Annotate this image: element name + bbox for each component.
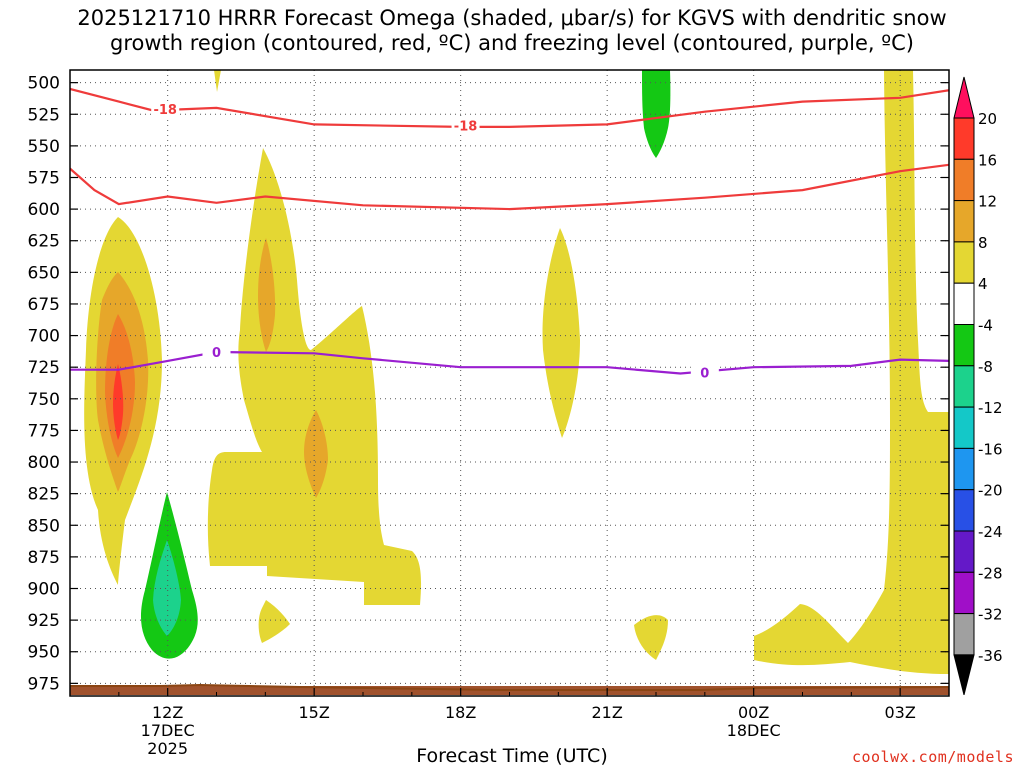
x-tick-label: 21Z bbox=[592, 703, 623, 722]
y-tick-label: 975 bbox=[28, 674, 60, 694]
y-tick-label: 650 bbox=[28, 263, 60, 283]
ground-edge bbox=[70, 683, 950, 691]
x-tick-label: 18Z bbox=[445, 703, 476, 722]
isotherm-minus-12 bbox=[70, 163, 949, 211]
gridlines bbox=[70, 70, 949, 696]
colorbar-label: 12 bbox=[978, 193, 997, 211]
contour-label-bg bbox=[151, 101, 180, 118]
colorbar-bin bbox=[953, 117, 975, 160]
y-axis: 500 525 550 575 600 625 650 675 700 725 750 775 800 8… bbox=[28, 74, 949, 694]
contour-label: -18 bbox=[153, 103, 177, 118]
x-tick-label: 15Z bbox=[299, 703, 330, 722]
y-tick-label: 700 bbox=[28, 327, 60, 347]
colorbar-label: -28 bbox=[978, 564, 1003, 582]
shade-ascent-west-16 bbox=[113, 364, 124, 440]
y-tick-label: 875 bbox=[28, 548, 60, 568]
contour-label-bg bbox=[451, 117, 480, 134]
chart-title-line-1: 2025121710 HRRR Forecast Omega (shaded, … bbox=[77, 6, 947, 30]
shade-descent-12z-8 bbox=[153, 540, 181, 636]
y-tick-label: 500 bbox=[28, 74, 60, 94]
shade-descent-22z bbox=[642, 70, 671, 158]
shade-ascent-14z-8 bbox=[258, 238, 276, 352]
colorbar-label: -4 bbox=[978, 317, 993, 335]
y-tick-label: 825 bbox=[28, 485, 60, 505]
colorbar-label: -20 bbox=[978, 482, 1003, 500]
plot-frame bbox=[69, 69, 950, 697]
colorbar-label: -32 bbox=[978, 606, 1003, 624]
contour-label-bg bbox=[202, 344, 231, 361]
isotherm-labels: -18 -18 0 0 bbox=[151, 101, 719, 381]
y-tick-label: 725 bbox=[28, 358, 60, 378]
colorbar-label: 16 bbox=[978, 151, 997, 169]
colorbar-bin bbox=[953, 530, 975, 573]
shade-ascent-00z bbox=[754, 70, 949, 674]
colorbar-bin bbox=[953, 365, 975, 408]
x-tick-year: 2025 bbox=[147, 739, 188, 758]
isotherm-contours bbox=[70, 87, 949, 375]
shade-ascent-14z bbox=[207, 148, 422, 605]
y-tick-label: 750 bbox=[28, 390, 60, 410]
x-tick-label: 12Z bbox=[152, 703, 183, 722]
y-tick-label: 600 bbox=[28, 200, 60, 220]
y-tick-label: 950 bbox=[28, 643, 60, 663]
x-tick-date: 17DEC bbox=[141, 721, 195, 740]
colorbar-bin bbox=[953, 282, 975, 326]
shade-ascent-15z-8 bbox=[304, 410, 328, 498]
shade-ascent-20z bbox=[542, 228, 580, 438]
y-tick-label: 575 bbox=[28, 168, 60, 188]
x-tick-label: 03Z bbox=[885, 703, 916, 722]
isotherm-minus-18 bbox=[70, 87, 949, 128]
x-tick-date: 18DEC bbox=[727, 721, 781, 740]
colorbar-label: -12 bbox=[978, 399, 1003, 417]
x-tick-label: 00Z bbox=[738, 703, 769, 722]
shade-ascent-upper-13z bbox=[214, 70, 221, 92]
colorbar-bin bbox=[953, 241, 975, 284]
colorbar-bin bbox=[953, 613, 975, 656]
colorbar-label: 8 bbox=[978, 234, 988, 252]
colorbar-label: 20 bbox=[978, 110, 997, 128]
colorbar-bin bbox=[953, 489, 975, 532]
colorbar-label: -16 bbox=[978, 440, 1003, 458]
contour-label: 0 bbox=[700, 366, 709, 381]
colorbar-bottom-arrow bbox=[953, 654, 975, 696]
chart-title: 2025121710 HRRR Forecast Omega (shaded, … bbox=[0, 6, 1024, 56]
y-tick-label: 550 bbox=[28, 137, 60, 157]
shade-ascent-22z-small bbox=[634, 615, 668, 660]
y-tick-label: 675 bbox=[28, 295, 60, 315]
contour-label: 0 bbox=[212, 346, 221, 361]
x-axis-title: Forecast Time (UTC) bbox=[416, 745, 608, 767]
y-tick-label: 525 bbox=[28, 105, 60, 125]
colorbar-bin bbox=[953, 447, 975, 491]
colorbar-label: 4 bbox=[978, 275, 988, 293]
y-tick-label: 775 bbox=[28, 421, 60, 441]
colorbar-bin bbox=[953, 406, 975, 449]
colorbar-top-arrow bbox=[953, 76, 975, 119]
y-tick-label: 925 bbox=[28, 611, 60, 631]
chart-title-line-2: growth region (contoured, red, ºC) and f… bbox=[110, 31, 914, 55]
colorbar-bin bbox=[953, 324, 975, 367]
omega-shading bbox=[84, 70, 949, 674]
y-tick-label: 900 bbox=[28, 580, 60, 600]
y-tick-label: 625 bbox=[28, 232, 60, 252]
colorbar-bin bbox=[953, 158, 975, 202]
freezing-level-line bbox=[70, 350, 949, 375]
y-tick-label: 850 bbox=[28, 516, 60, 536]
colorbar-bin bbox=[953, 571, 975, 615]
colorbar-bin bbox=[953, 200, 975, 243]
contour-label-bg bbox=[690, 364, 719, 381]
y-tick-label: 800 bbox=[28, 453, 60, 473]
colorbar-label: -24 bbox=[978, 523, 1003, 541]
contour-label: -18 bbox=[454, 120, 478, 135]
shade-ascent-14z-small bbox=[258, 600, 290, 643]
colorbar-label: -8 bbox=[978, 358, 993, 376]
colorbar: 20 16 12 8 4 -4 -8 -12 -16 -20 -24 -28 -32 -36 bbox=[953, 76, 1003, 696]
colorbar-label: -36 bbox=[978, 647, 1003, 665]
credit-link[interactable]: coolwx.com/models bbox=[851, 748, 1014, 766]
